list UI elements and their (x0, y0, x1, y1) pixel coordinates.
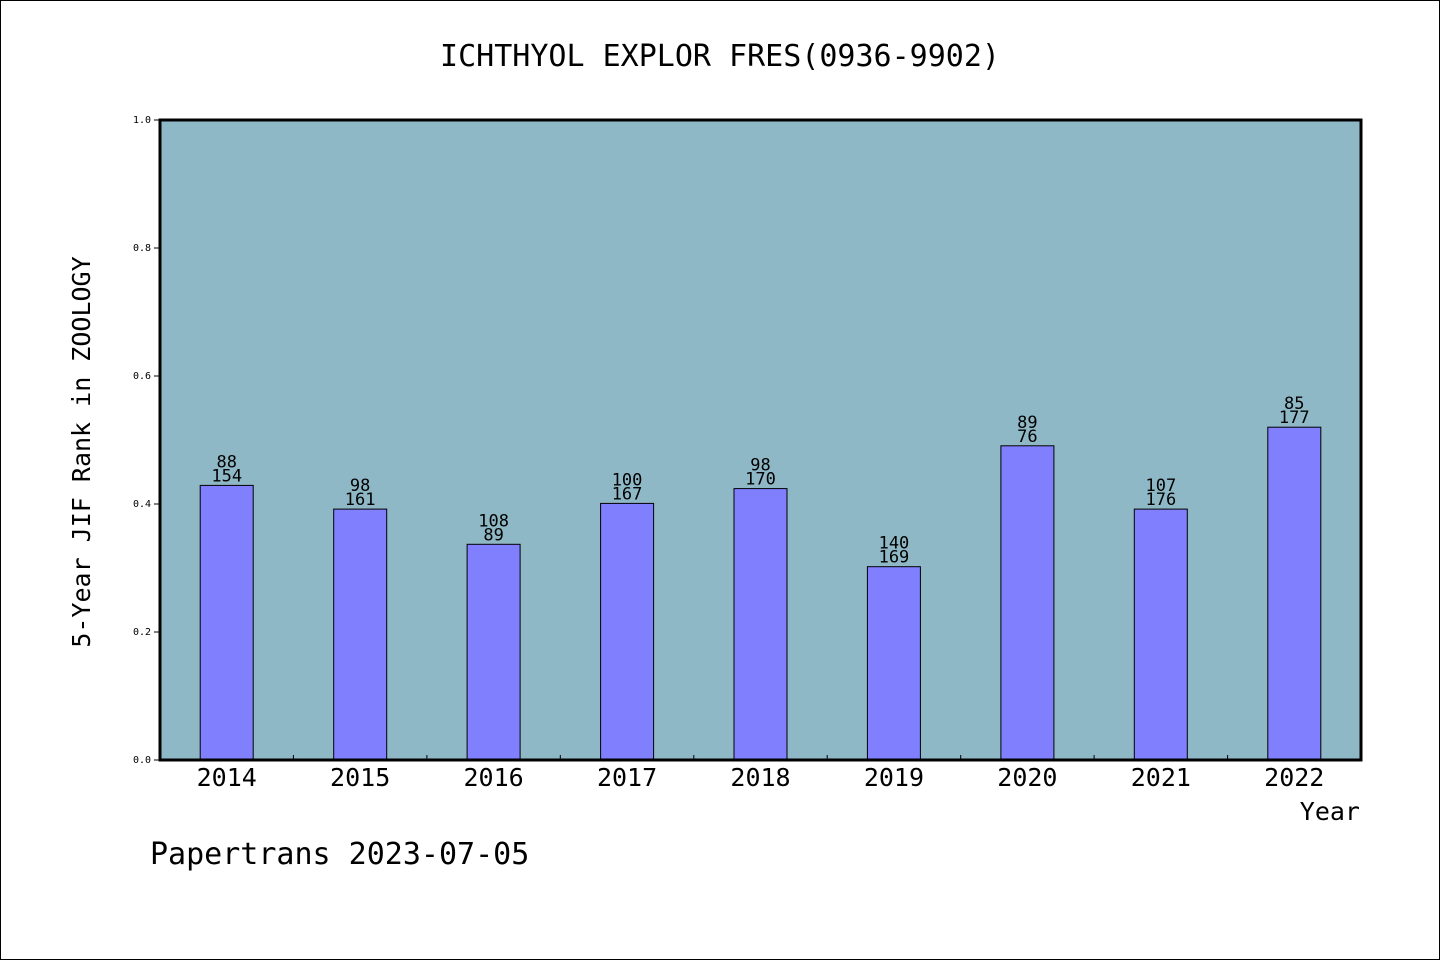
bar-2015 (333, 508, 388, 761)
x-tick-label-2021: 2021 (1131, 763, 1191, 792)
x-axis-label: Year (1300, 797, 1360, 826)
y-axis-label: 5-Year JIF Rank in ZOOLOGY (67, 256, 96, 647)
y-tick-label-1.0: 1.0 (133, 115, 151, 126)
x-axis-ticks: 2014 2015 2016 2017 2018 2019 2020 2021 2022 (197, 755, 1324, 792)
bar-2021 (1133, 508, 1188, 761)
x-tick-label-2018: 2018 (730, 763, 790, 792)
bar-rank-label-2015: 98 (350, 476, 370, 496)
bars-layer (199, 426, 1322, 761)
bar-rank-label-2018: 98 (750, 456, 770, 476)
bar-rank-label-2019: 140 (879, 534, 910, 554)
bar-total-label-2022: 177 (1279, 408, 1310, 428)
chart-title: ICHTHYOL EXPLOR FRES(0936-9902) (440, 39, 1000, 74)
x-tick-label-2019: 2019 (864, 763, 924, 792)
bar-2014 (199, 484, 254, 761)
bar-total-label-2021: 176 (1145, 490, 1176, 510)
bar-2016 (466, 543, 521, 761)
bar-2022 (1267, 426, 1322, 761)
x-tick-label-2016: 2016 (464, 763, 524, 792)
y-tick-label-0.8: 0.8 (133, 243, 151, 254)
x-tick-label-2014: 2014 (197, 763, 257, 792)
bar-rank-label-2022: 85 (1284, 394, 1304, 414)
bar-total-label-2014: 154 (211, 466, 242, 486)
plot-border (158, 118, 1363, 762)
bar-2019 (866, 566, 921, 761)
y-tick-label-0.0: 0.0 (133, 755, 151, 766)
bar-total-label-2018: 170 (745, 470, 776, 490)
x-tick-label-2017: 2017 (597, 763, 657, 792)
bar-total-label-2019: 169 (879, 548, 910, 568)
x-tick-label-2015: 2015 (330, 763, 390, 792)
y-tick-label-0.6: 0.6 (133, 371, 151, 382)
x-tick-label-2020: 2020 (997, 763, 1057, 792)
bar-total-label-2015: 161 (345, 490, 376, 510)
bar-rank-label-2016: 108 (478, 511, 509, 531)
x-tick-label-2022: 2022 (1264, 763, 1324, 792)
y-tick-label-0.4: 0.4 (133, 499, 151, 510)
bar-2020 (1000, 445, 1055, 761)
y-axis-ticks: 0.0 0.2 0.4 0.6 0.8 1.0 (133, 115, 160, 766)
bar-rank-label-2017: 100 (612, 470, 643, 490)
bar-total-label-2016: 89 (483, 525, 503, 545)
bar-total-label-2020: 76 (1017, 427, 1037, 447)
bar-2017 (600, 502, 655, 761)
bar-total-label-2017: 167 (612, 484, 643, 504)
bar-rank-label-2020: 89 (1017, 413, 1037, 433)
bar-2018 (733, 488, 788, 761)
bar-rank-label-2014: 88 (216, 452, 236, 472)
bar-rank-label-2021: 107 (1145, 476, 1176, 496)
y-tick-label-0.2: 0.2 (133, 627, 151, 638)
footer-credit: Papertrans 2023-07-05 (150, 837, 529, 872)
